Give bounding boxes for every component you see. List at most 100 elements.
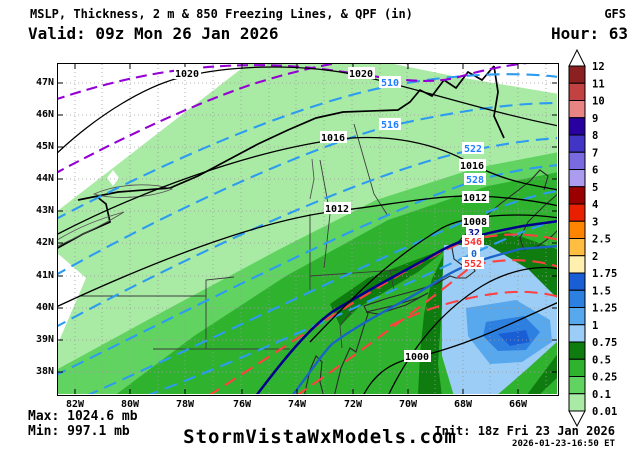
label-box — [462, 215, 489, 227]
label-box — [462, 257, 484, 269]
border-nh-me — [353, 123, 389, 217]
lon-label: 74W — [287, 399, 307, 410]
colorbar-swatch — [568, 203, 586, 222]
label-box — [459, 159, 486, 171]
lakes — [58, 158, 315, 247]
colorbar-label: 10 — [592, 96, 605, 108]
colorbar-swatch — [568, 186, 586, 205]
freezing-lines — [255, 220, 557, 394]
contour-thickness-546 — [209, 233, 557, 394]
contour-label-mslp-1012b: 1012 — [462, 191, 489, 204]
state-borders — [80, 123, 399, 350]
lon-ticks — [74, 64, 519, 394]
contour-label-thickness-522: 522 — [462, 142, 484, 155]
label-text: 1020 — [349, 69, 373, 80]
contour-label-mslp-1020a: 1020 — [174, 67, 201, 80]
graticule — [58, 64, 557, 394]
lat-label: 45N — [35, 141, 54, 152]
valid-time: Valid: 09z Mon 26 Jan 2026 — [28, 24, 279, 43]
init-time: Init: 18z Fri 23 Jan 2026 — [434, 424, 615, 438]
freezing-line-850 — [292, 245, 557, 394]
contour-thickness-534 — [87, 190, 557, 394]
contour-label-thickness-528: 528 — [464, 173, 486, 186]
label-text: 32 — [468, 228, 480, 239]
colorbar-swatches — [568, 65, 586, 412]
lon-label: 76W — [232, 399, 252, 410]
colorbar-arrow-top — [568, 48, 586, 67]
label-text: 1016 — [460, 161, 484, 172]
label-text: 1008 — [463, 217, 487, 228]
label-text: 1000 — [405, 352, 429, 363]
lat-label: 43N — [35, 205, 54, 216]
label-text: 1012 — [463, 193, 487, 204]
map-canvas: 1020 1020 510 516 1016 522 1016 528 — [58, 64, 557, 394]
label-box — [462, 235, 484, 247]
model-name: GFS — [604, 7, 626, 21]
contour-label-thickness-552: 552 — [462, 257, 484, 270]
contour-label-mslp-1000: 1000 — [404, 350, 431, 363]
lat-label: 46N — [35, 109, 54, 120]
colorbar: 12 11 10 9 8 7 6 5 4 3 2.5 2 1.75 1.5 1.… — [563, 44, 640, 444]
colorbar-swatch — [568, 117, 586, 136]
contour-mslp-1012 — [58, 195, 557, 307]
border-me-nb — [493, 65, 505, 139]
colorbar-label: 5 — [592, 182, 598, 194]
label-box — [468, 247, 480, 259]
label-text: 510 — [381, 78, 399, 89]
colorbar-swatch — [568, 376, 586, 395]
label-box — [324, 202, 351, 214]
colorbar-label: 2 — [592, 251, 598, 263]
colorbar-swatch — [568, 238, 586, 257]
contour-thickness-504a — [58, 64, 528, 100]
colorbar-swatch — [568, 255, 586, 274]
contour-mslp-1008 — [309, 214, 557, 343]
thickness-contours-warm — [209, 233, 557, 394]
generated-timestamp: 2026-01-23-16:50 ET — [512, 439, 615, 449]
colorbar-label: 1 — [592, 320, 598, 332]
colorbar-label: 4 — [592, 199, 598, 211]
colorbar-label: 6 — [592, 165, 598, 177]
lon-label: 70W — [398, 399, 418, 410]
colorbar-label: 0.1 — [592, 389, 611, 401]
map-title: MSLP, Thickness, 2 m & 850 Freezing Line… — [30, 7, 413, 21]
colorbar-label: 0.5 — [592, 354, 611, 366]
mslp-max-value: Max: 1024.6 mb — [28, 409, 138, 424]
lat-label: 38N — [35, 366, 54, 377]
label-text: 552 — [464, 259, 482, 270]
contour-thickness-540 — [148, 220, 557, 394]
lon-label: 66W — [508, 399, 528, 410]
lon-label: 72W — [343, 399, 363, 410]
contour-thickness-522 — [58, 137, 557, 328]
lon-label: 82W — [65, 399, 85, 410]
contour-label-freezing-850: 0 — [468, 247, 480, 260]
colorbar-label: 1.25 — [592, 303, 617, 315]
colorbar-swatch — [568, 151, 586, 170]
contour-thickness-516 — [58, 101, 557, 275]
contour-label-mslp-1016b: 1016 — [459, 159, 486, 172]
label-box — [462, 142, 484, 154]
contour-label-layer: 1020 1020 510 516 1016 522 1016 528 — [174, 67, 489, 363]
lon-label: 80W — [120, 399, 140, 410]
colorbar-swatch — [568, 65, 586, 84]
dry-spot — [107, 170, 119, 186]
colorbar-label: 3 — [592, 216, 598, 228]
mslp-min-value: Min: 997.1 mb — [28, 424, 130, 439]
border-nj — [339, 307, 355, 349]
lon-label: 68W — [453, 399, 473, 410]
contour-mslp-1016 — [58, 136, 557, 235]
qpf-shading — [58, 64, 557, 394]
lat-label: 42N — [35, 237, 54, 248]
lat-label: 41N — [35, 270, 54, 281]
label-text: 522 — [464, 144, 482, 155]
contour-label-thickness-546: 546 — [462, 235, 484, 248]
lat-ticks — [58, 82, 557, 373]
label-text: 528 — [466, 175, 484, 186]
label-text: 546 — [464, 237, 482, 248]
label-box — [174, 67, 201, 79]
graticule-lon — [74, 64, 547, 394]
dry-area-nw — [58, 64, 248, 211]
label-box — [379, 118, 401, 130]
dry-area-ne — [393, 64, 557, 94]
colorbar-swatch — [568, 134, 586, 153]
label-text: 1012 — [325, 204, 349, 215]
